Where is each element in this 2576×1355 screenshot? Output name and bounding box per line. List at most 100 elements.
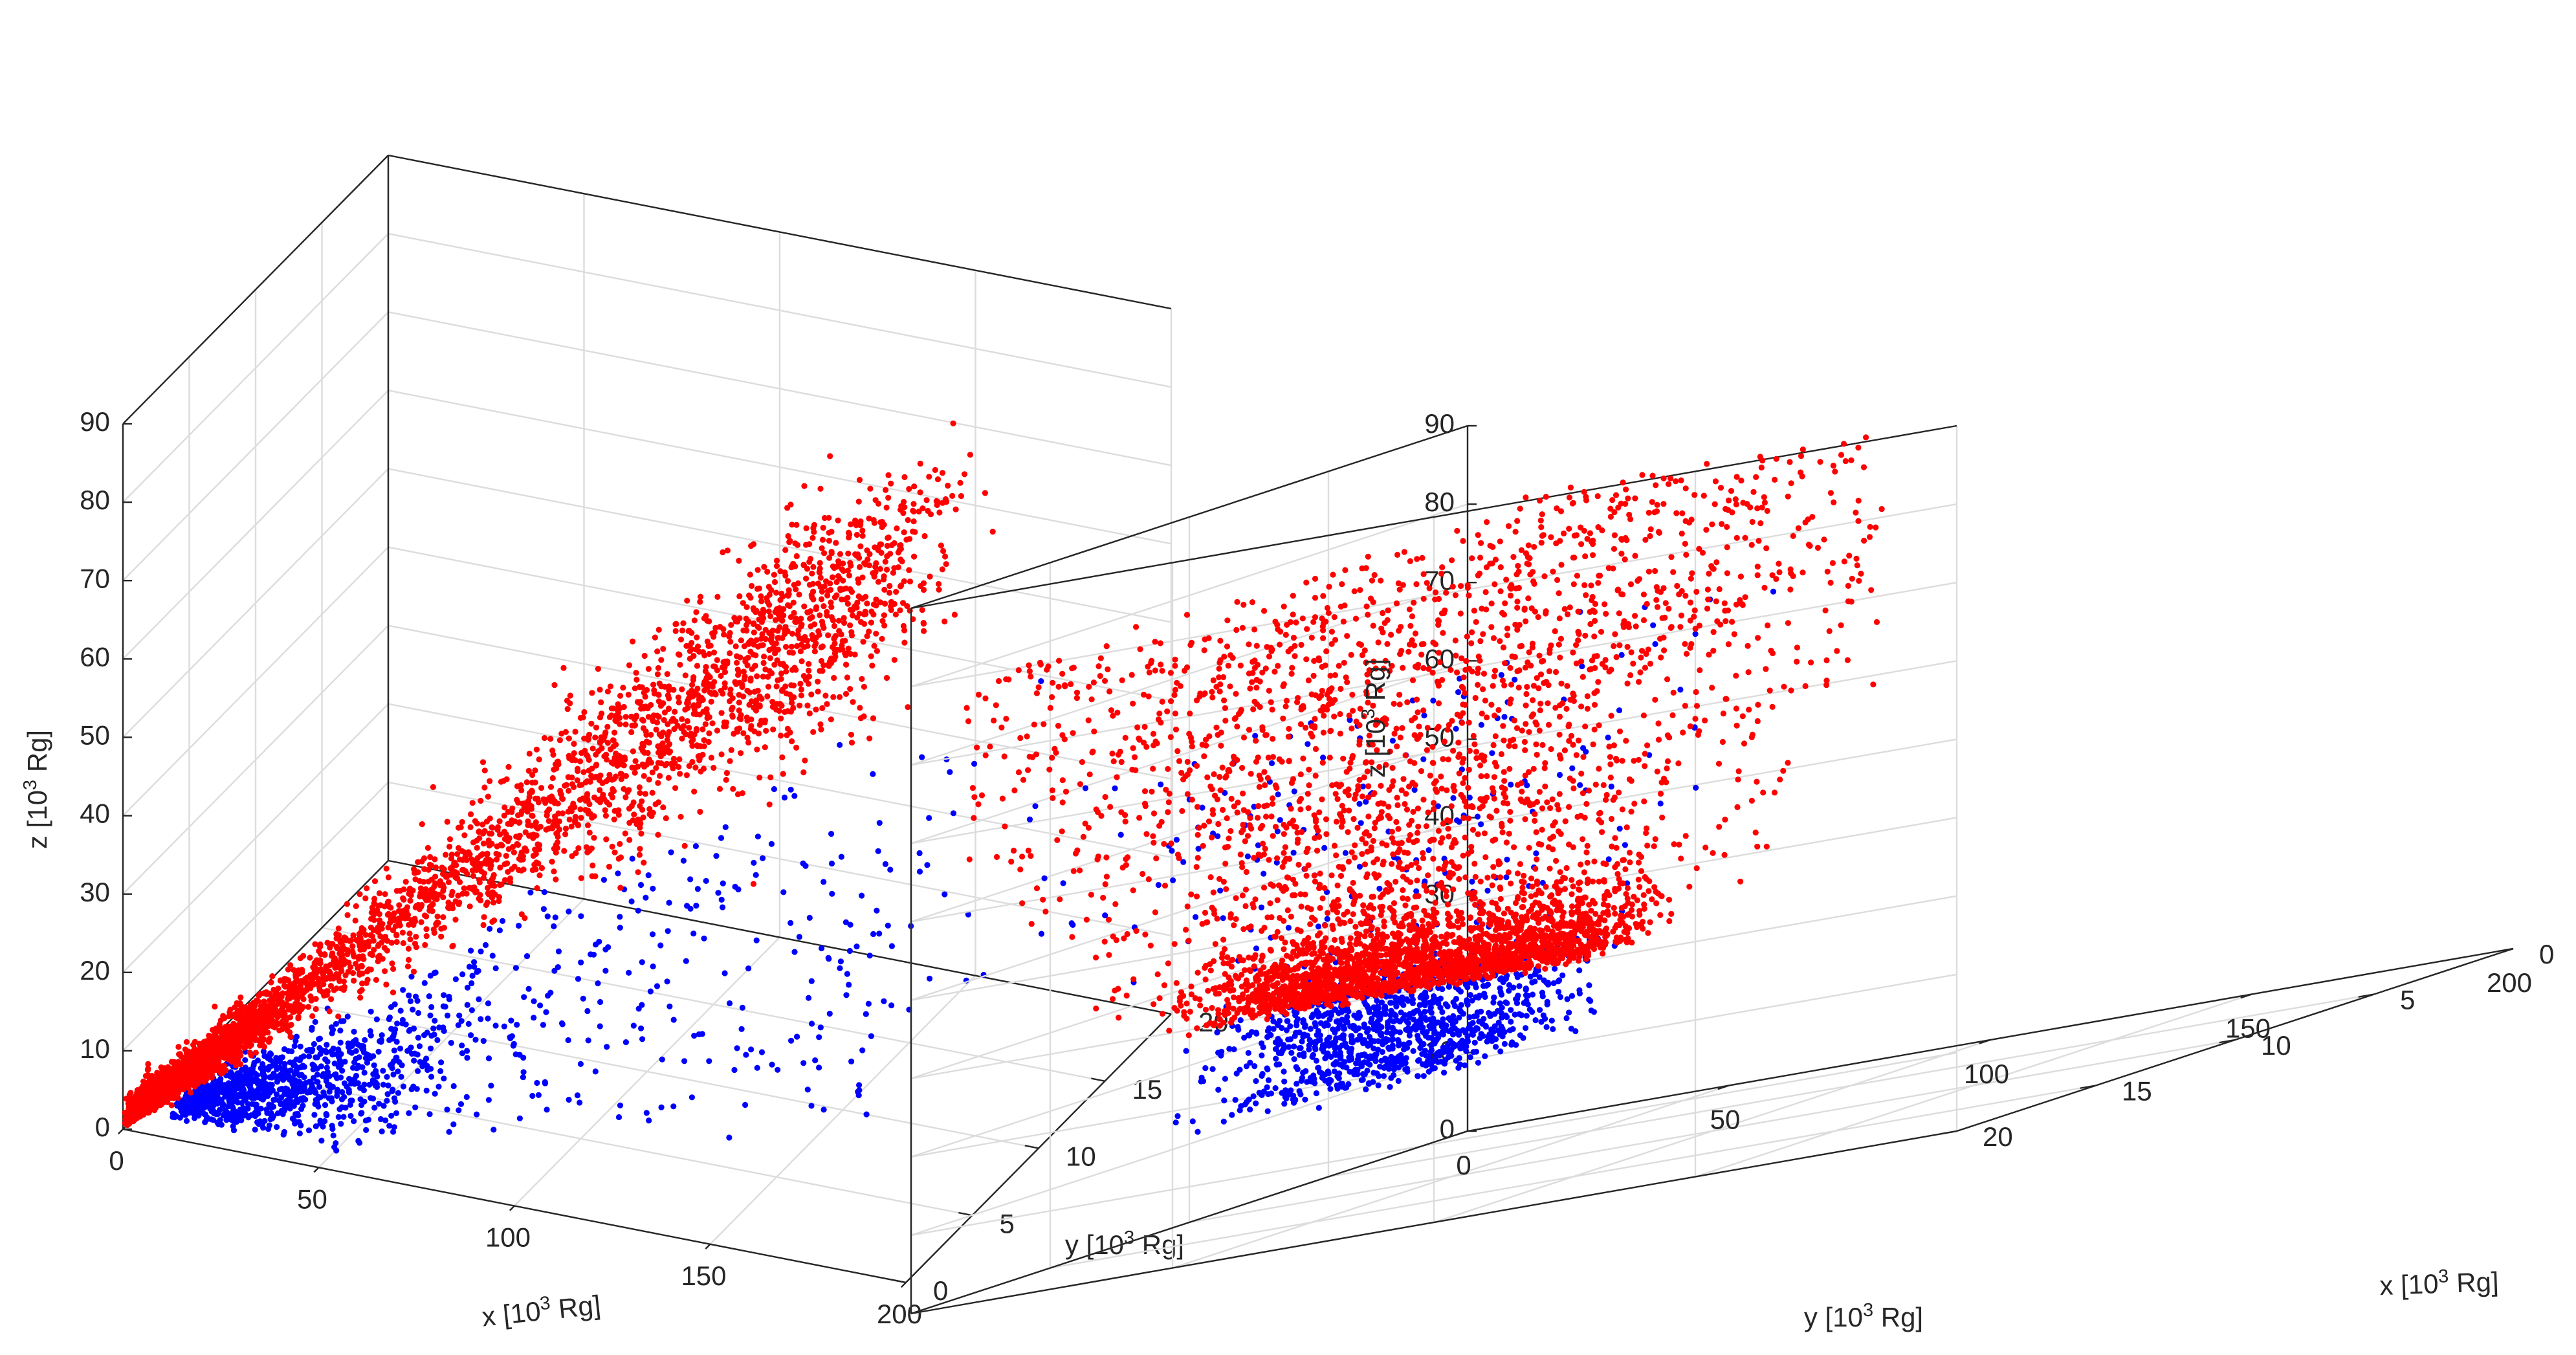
left-red-point bbox=[479, 759, 487, 766]
left-red-point bbox=[588, 845, 595, 852]
left-blue-point bbox=[941, 891, 948, 898]
left-blue-point bbox=[347, 1077, 354, 1083]
left-red-point bbox=[692, 764, 699, 771]
left-blue-point bbox=[300, 1063, 306, 1069]
left-blue-point bbox=[201, 1093, 207, 1099]
left-red-point bbox=[775, 635, 781, 641]
left-red-point bbox=[556, 826, 563, 833]
left-red-point bbox=[684, 718, 690, 725]
left-red-point bbox=[824, 609, 830, 615]
left-red-point bbox=[789, 738, 795, 745]
left-blue-point bbox=[837, 965, 843, 971]
left-blue-point bbox=[471, 959, 478, 965]
left-blue-point bbox=[390, 1071, 397, 1078]
left-red-point bbox=[646, 740, 652, 746]
left-red-point bbox=[951, 611, 958, 618]
left-red-point bbox=[423, 933, 430, 940]
left-blue-point bbox=[230, 1127, 237, 1134]
left-red-point bbox=[877, 566, 883, 572]
left-red-point bbox=[784, 578, 791, 584]
left-red-point bbox=[921, 628, 927, 634]
left-red-point bbox=[474, 821, 481, 827]
left-red-point bbox=[362, 895, 369, 901]
left-red-point bbox=[481, 767, 488, 774]
left-blue-point bbox=[638, 1025, 644, 1031]
left-blue-point bbox=[395, 1090, 402, 1096]
left-blue-point bbox=[771, 786, 777, 793]
left-red-point bbox=[648, 813, 655, 819]
left-blue-point bbox=[426, 1111, 433, 1118]
left-blue-point bbox=[489, 953, 496, 959]
left-red-point bbox=[397, 887, 404, 894]
left-red-point bbox=[702, 668, 709, 674]
left-red-point bbox=[759, 631, 765, 637]
left-red-point bbox=[598, 699, 604, 705]
left-blue-point bbox=[392, 1026, 399, 1033]
left-red-point bbox=[813, 606, 819, 613]
left-blue-point bbox=[690, 931, 697, 937]
left-red-point bbox=[859, 533, 866, 539]
left-red-point bbox=[497, 865, 503, 871]
left-red-point bbox=[724, 547, 731, 554]
left-red-point bbox=[646, 777, 652, 783]
left-blue-point bbox=[217, 1083, 224, 1090]
left-blue-point bbox=[291, 1116, 297, 1123]
left-red-point bbox=[862, 608, 868, 615]
left-red-point bbox=[423, 913, 430, 920]
left-blue-point bbox=[340, 1018, 347, 1024]
left-ztick-label: 0 bbox=[95, 1112, 110, 1142]
left-red-point bbox=[422, 942, 428, 948]
left-blue-point bbox=[541, 889, 548, 896]
left-blue-point bbox=[290, 1059, 297, 1066]
left-red-point bbox=[690, 674, 697, 681]
left-red-point bbox=[643, 728, 649, 734]
left-blue-point bbox=[351, 1118, 357, 1125]
left-red-point bbox=[584, 793, 590, 799]
left-red-point bbox=[811, 529, 817, 535]
left-red-point bbox=[820, 603, 827, 610]
left-blue-point bbox=[393, 1110, 400, 1116]
left-blue-point bbox=[812, 1057, 819, 1064]
left-red-point bbox=[788, 643, 795, 650]
left-blue-point bbox=[350, 1039, 357, 1045]
left-red-point bbox=[912, 529, 918, 535]
left-blue-point bbox=[781, 794, 788, 801]
left-blue-point bbox=[544, 913, 551, 920]
left-blue-point bbox=[340, 1114, 347, 1120]
left-red-point bbox=[522, 829, 529, 835]
left-red-point bbox=[655, 780, 661, 786]
left-blue-point bbox=[808, 978, 815, 984]
left-red-point bbox=[907, 578, 914, 585]
left-blue-point bbox=[217, 1075, 224, 1082]
left-red-point bbox=[658, 657, 665, 663]
left-red-point bbox=[611, 816, 617, 822]
left-red-point bbox=[212, 1003, 218, 1010]
left-red-point bbox=[247, 1049, 253, 1055]
left-blue-point bbox=[602, 967, 609, 974]
left-blue-point bbox=[324, 1042, 330, 1048]
left-blue-point bbox=[358, 1102, 365, 1108]
left-red-point bbox=[758, 598, 765, 604]
left-blue-point bbox=[745, 965, 752, 972]
left-red-point bbox=[772, 609, 778, 615]
left-red-point bbox=[728, 747, 734, 753]
left-red-point bbox=[808, 691, 815, 698]
left-blue-point bbox=[278, 1101, 284, 1108]
left-red-point bbox=[353, 903, 359, 909]
left-red-point bbox=[796, 591, 802, 598]
left-blue-point bbox=[428, 1004, 435, 1010]
left-red-point bbox=[747, 678, 754, 684]
left-red-point bbox=[571, 750, 577, 756]
left-red-point bbox=[717, 624, 723, 630]
left-red-point bbox=[857, 543, 864, 549]
left-red-point bbox=[203, 1072, 210, 1078]
left-blue-point bbox=[362, 1037, 368, 1043]
left-red-point bbox=[641, 764, 648, 770]
left-blue-point bbox=[355, 1080, 362, 1086]
left-red-point bbox=[904, 603, 910, 610]
left-red-point bbox=[690, 653, 697, 659]
left-red-point bbox=[489, 830, 495, 837]
left-red-point bbox=[676, 651, 682, 657]
left-red-point bbox=[292, 1002, 299, 1008]
left-red-point bbox=[625, 691, 632, 698]
